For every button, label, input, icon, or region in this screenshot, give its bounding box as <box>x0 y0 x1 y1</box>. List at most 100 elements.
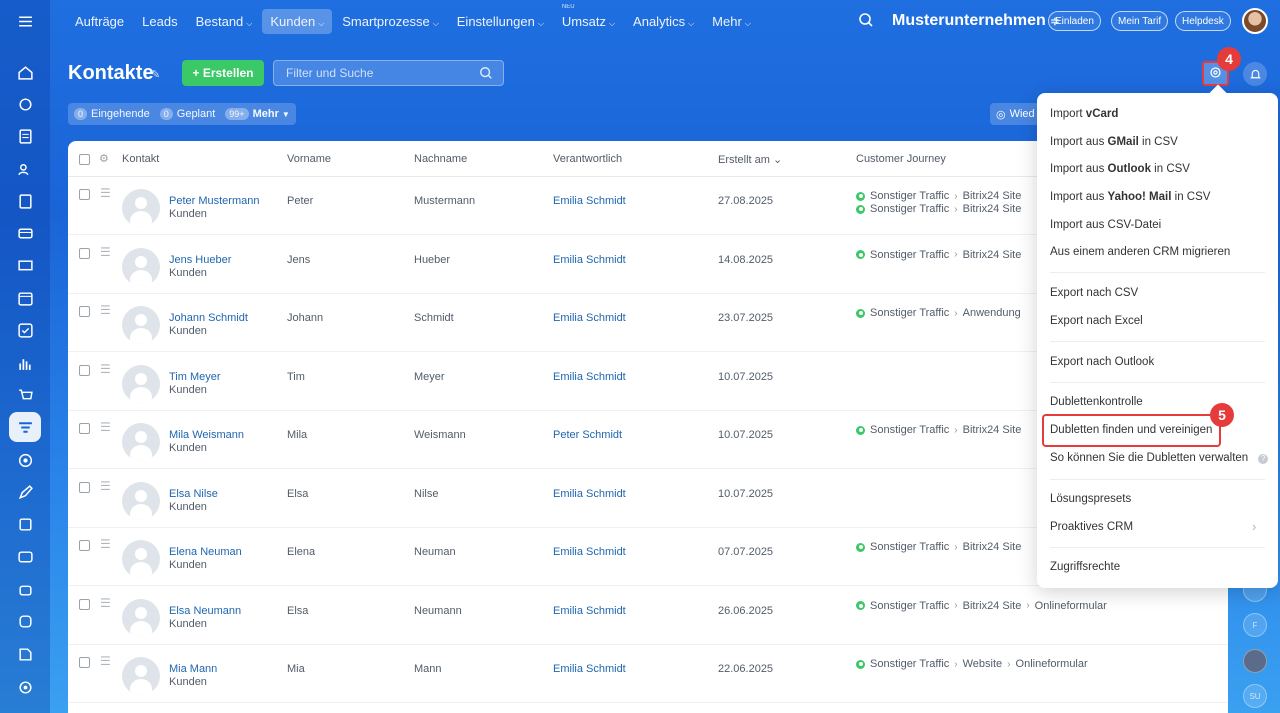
menu-solution-presets[interactable]: Lösungspresets <box>1050 493 1132 505</box>
contact-name-link[interactable]: Jens Hueber <box>169 253 232 266</box>
drag-handle-icon[interactable]: ☰ <box>100 303 111 317</box>
row-checkbox[interactable] <box>79 364 90 376</box>
right-rail-avatar-f[interactable]: F <box>1243 613 1267 637</box>
menu-import-csv[interactable]: Import aus CSV-Datei <box>1050 219 1162 231</box>
home-icon[interactable] <box>14 61 36 83</box>
app-icon[interactable] <box>14 610 36 632</box>
cart-icon[interactable] <box>14 384 36 406</box>
responsible-link[interactable]: Emilia Schmidt <box>553 253 626 266</box>
select-all-checkbox[interactable] <box>79 154 90 165</box>
menu-import-yahoo[interactable]: Import aus Yahoo! Mail in CSV <box>1050 191 1211 203</box>
header-customer-journey[interactable]: Customer Journey <box>856 153 946 165</box>
column-settings-icon[interactable]: ⚙ <box>99 153 109 165</box>
table-row[interactable]: ☰ Elsa Nilse Kunden Elsa Nilse Emilia Schmidt… <box>68 470 1228 528</box>
row-checkbox[interactable] <box>79 247 90 259</box>
responsible-link[interactable]: Emilia Schmidt <box>553 487 626 500</box>
nav-item-4[interactable]: Smartprozesse ⌵ <box>334 9 447 34</box>
nav-item-2[interactable]: Bestand ⌵ <box>188 9 261 34</box>
row-checkbox[interactable] <box>79 306 90 317</box>
contacts-icon[interactable] <box>14 158 36 180</box>
crm-filter-icon[interactable] <box>9 412 41 442</box>
row-checkbox[interactable] <box>79 657 90 668</box>
responsible-link[interactable]: Emilia Schmidt <box>553 604 626 617</box>
responsible-link[interactable]: Emilia Schmidt <box>553 195 626 207</box>
more-counter[interactable]: 99+ Mehr ▼ <box>225 108 290 120</box>
planned-counter[interactable]: 0 Geplant <box>159 108 215 120</box>
nav-item-1[interactable]: Leads <box>134 9 185 34</box>
settings-button[interactable] <box>1202 61 1229 86</box>
drag-handle-icon[interactable]: ☰ <box>100 654 111 668</box>
my-plan-button[interactable]: Mein Tarif <box>1111 11 1169 31</box>
right-rail-avatar-photo[interactable] <box>1243 649 1267 673</box>
header-first-name[interactable]: Vorname <box>287 153 332 165</box>
contact-name-link[interactable]: Elsa Neumann <box>169 604 242 617</box>
company-name[interactable]: Musterunternehmen ≑ <box>892 12 1060 29</box>
table-row[interactable]: ☰ Elena Neuman Kunden Elena Neuman Emilia Sch… <box>68 528 1228 586</box>
header-last-name[interactable]: Nachname <box>414 153 468 165</box>
row-checkbox[interactable] <box>79 540 90 551</box>
nav-item-6[interactable]: NEU Umsatz ⌵ <box>554 4 623 34</box>
menu-find-merge-duplicates[interactable]: Dubletten finden und vereinigen <box>1050 424 1213 436</box>
nav-item-8[interactable]: Mehr ⌵ <box>704 9 759 34</box>
search-field-icon[interactable] <box>479 66 493 83</box>
contact-name-link[interactable]: Peter Mustermann <box>169 195 260 207</box>
invite-button[interactable]: Einladen <box>1048 11 1101 31</box>
menu-access-rights[interactable]: Zugriffsrechte <box>1050 561 1121 573</box>
nav-item-5[interactable]: Einstellungen ⌵ <box>449 9 552 34</box>
nav-item-0[interactable]: Aufträge <box>67 9 132 34</box>
menu-import-gmail[interactable]: Import aus GMail in CSV <box>1050 136 1178 148</box>
contact-name-link[interactable]: Mia Mann <box>169 663 218 675</box>
incoming-counter[interactable]: 0 Eingehende <box>74 108 150 120</box>
contact-name-link[interactable]: Elena Neuman <box>169 546 242 558</box>
sign-icon[interactable] <box>14 643 36 665</box>
presentation-icon[interactable] <box>14 255 36 277</box>
header-responsible[interactable]: Verantwortlich <box>553 153 623 165</box>
responsible-link[interactable]: Emilia Schmidt <box>553 370 626 383</box>
row-checkbox[interactable] <box>79 598 90 610</box>
drag-handle-icon[interactable]: ☰ <box>100 595 111 610</box>
pen-icon[interactable] <box>14 481 36 503</box>
help-icon[interactable]: ? <box>1258 454 1269 464</box>
row-checkbox[interactable] <box>79 189 90 200</box>
calendar-icon[interactable] <box>14 287 36 309</box>
header-created[interactable]: Erstellt am ⌄ <box>718 154 783 166</box>
contact-name-link[interactable]: Tim Meyer <box>169 370 221 383</box>
table-row[interactable]: ☰ Elsa Neumann Kunden Elsa Neumann Emilia Sch… <box>68 587 1228 645</box>
contact-name-link[interactable]: Johann Schmidt <box>169 312 248 324</box>
menu-export-excel[interactable]: Export nach Excel <box>1050 315 1143 327</box>
search-input[interactable] <box>273 60 504 86</box>
table-row[interactable]: ☰ Mia Mann Kunden Mia Mann Emilia Schmidt 22.0… <box>68 645 1228 703</box>
nav-item-3[interactable]: Kunden ⌵ <box>262 9 333 34</box>
right-rail-avatar-su[interactable]: SU <box>1243 684 1267 708</box>
menu-migrate-crm[interactable]: Aus einem anderen CRM migrieren <box>1050 246 1231 258</box>
search-icon[interactable] <box>858 12 874 31</box>
helpdesk-button[interactable]: Helpdesk <box>1175 11 1231 31</box>
menu-proactive-crm[interactable]: Proaktives CRM <box>1050 521 1134 533</box>
responsible-link[interactable]: Emilia Schmidt <box>553 663 626 675</box>
repeat-sales-button[interactable]: ◎ Wied <box>990 103 1040 125</box>
nav-item-7[interactable]: Analytics ⌵ <box>625 9 702 34</box>
gear-icon[interactable] <box>14 676 36 698</box>
menu-manage-duplicates-help[interactable]: So können Sie die Dubletten verwalten? <box>1050 452 1269 464</box>
store-icon[interactable] <box>14 513 36 535</box>
header-contact[interactable]: Kontakt <box>122 153 160 165</box>
contact-name-link[interactable]: Mila Weismann <box>169 429 244 441</box>
user-avatar[interactable] <box>1242 8 1268 34</box>
target-icon[interactable] <box>14 449 36 471</box>
create-button[interactable]: + Erstellen <box>182 60 264 86</box>
document-icon[interactable] <box>14 125 36 147</box>
menu-import-vcard[interactable]: Import vCard <box>1050 108 1119 120</box>
drag-handle-icon[interactable]: ☰ <box>100 244 111 259</box>
responsible-link[interactable]: Peter Schmidt <box>553 429 623 441</box>
table-row[interactable]: ☰ Johann Schmidt Kunden Johann Schmidt Emilia… <box>68 294 1228 352</box>
row-checkbox[interactable] <box>79 481 90 493</box>
contact-name-link[interactable]: Elsa Nilse <box>169 487 218 500</box>
menu-icon[interactable] <box>14 10 36 32</box>
drag-handle-icon[interactable]: ☰ <box>100 186 111 200</box>
puzzle-icon[interactable] <box>14 93 36 115</box>
drag-handle-icon[interactable]: ☰ <box>100 361 111 376</box>
table-row[interactable]: ☰ Mila Weismann Kunden Mila Weismann Peter Sc… <box>68 411 1228 469</box>
analytics-icon[interactable] <box>14 352 36 374</box>
menu-import-outlook[interactable]: Import aus Outlook in CSV <box>1050 163 1190 175</box>
drag-handle-icon[interactable]: ☰ <box>100 420 111 434</box>
